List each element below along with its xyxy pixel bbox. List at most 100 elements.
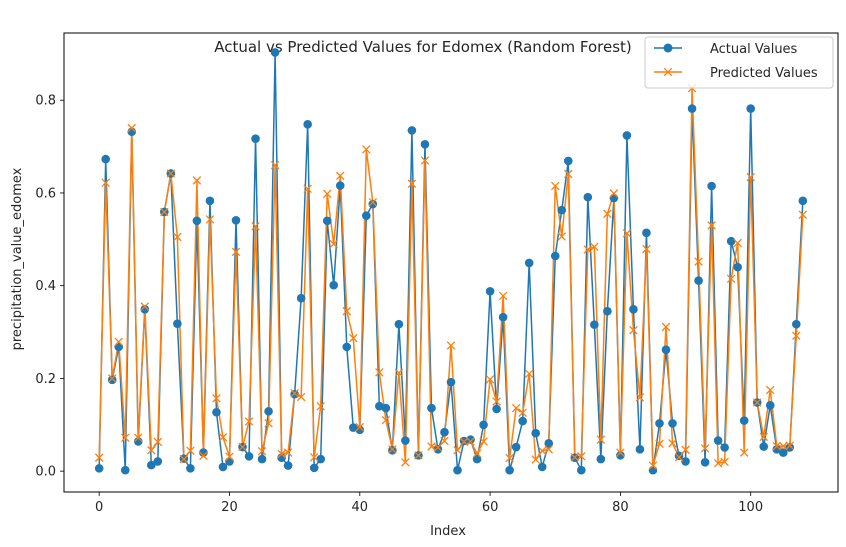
actual-value-point — [759, 442, 769, 451]
predicted-value-point — [713, 458, 723, 468]
predicted-value-point — [283, 448, 293, 457]
predicted-value-point-stroke — [199, 451, 208, 461]
actual-value-point — [186, 464, 195, 473]
actual-value-point — [635, 445, 645, 454]
x-axis-ticks: 0 20 40 60 80 100 — [95, 492, 763, 515]
predicted-value-point — [134, 433, 143, 443]
predicted-value-point — [674, 452, 684, 462]
predicted-value-point — [212, 394, 221, 403]
predicted-value-point — [192, 176, 202, 185]
predicted-value-point-stroke — [518, 408, 527, 417]
actual-value-point — [479, 420, 488, 430]
predicted-value-point — [322, 189, 332, 199]
predicted-value-point-stroke — [303, 184, 312, 194]
predicted-value-point — [609, 189, 619, 198]
predicted-value-point-stroke — [707, 221, 716, 230]
actual-value-point — [388, 445, 397, 455]
legend-label-predicted: Predicted Values — [710, 66, 818, 81]
predicted-value-point — [765, 385, 775, 395]
predicted-value-point — [140, 302, 150, 311]
x-tick-label: 100 — [738, 500, 763, 515]
predicted-value-point — [225, 452, 234, 462]
predicted-value-point — [557, 232, 567, 241]
predicted-value-point-stroke — [290, 388, 299, 398]
predicted-value-point — [498, 291, 508, 301]
predicted-value-point-stroke — [661, 322, 671, 332]
actual-value-point — [733, 262, 742, 272]
predicted-value-point-stroke — [166, 169, 176, 178]
predicted-value-point-stroke — [101, 178, 110, 188]
predicted-value-point — [114, 337, 123, 347]
y-tick-label: 0.0 — [35, 465, 56, 480]
actual-value-point — [472, 454, 482, 464]
predicted-value-point-stroke — [407, 179, 417, 188]
predicted-value-point-stroke — [94, 453, 104, 462]
predicted-value-point — [505, 453, 514, 463]
actual-value-point — [192, 216, 202, 226]
predicted-value-point — [629, 325, 638, 335]
predicted-value-point-stroke — [322, 189, 332, 199]
actual-value-point — [524, 258, 534, 268]
predicted-value-point-stroke — [583, 245, 593, 254]
predicted-value-point — [700, 444, 710, 453]
predicted-value-point-stroke — [251, 222, 260, 231]
predicted-value-point-stroke — [505, 453, 514, 463]
predicted-value-point-stroke — [335, 171, 345, 181]
actual-value-point — [205, 196, 215, 206]
actual-value-point — [355, 425, 365, 435]
predicted-value-point-stroke — [557, 232, 567, 241]
predicted-value-point — [166, 169, 176, 178]
actual-value-point — [446, 377, 456, 387]
predicted-value-point — [355, 422, 365, 432]
predicted-value-point — [101, 178, 110, 188]
predicted-value-point-stroke — [225, 452, 234, 462]
predicted-value-point-stroke — [173, 232, 182, 242]
actual-value-point — [590, 320, 599, 329]
actual-value-point — [792, 319, 801, 329]
predicted-value-point — [772, 441, 782, 451]
actual-value-point — [290, 389, 299, 399]
predicted-value-point-stroke — [277, 449, 286, 459]
predicted-value-point-stroke — [120, 433, 130, 443]
actual-value-point — [401, 436, 410, 445]
predicted-value-point — [733, 238, 742, 248]
predicted-value-point-stroke — [147, 446, 156, 455]
actual-value-point — [629, 305, 638, 314]
predicted-value-point-stroke — [231, 247, 241, 257]
actual-value-point — [505, 465, 514, 475]
predicted-value-point-stroke — [642, 244, 651, 254]
predicted-value-point — [349, 333, 358, 343]
predicted-value-point — [388, 445, 397, 454]
predicted-value-point — [524, 369, 534, 379]
predicted-value-point — [492, 397, 501, 406]
actual-value-point — [329, 280, 339, 290]
actual-value-point — [173, 319, 182, 329]
predicted-value-point — [375, 368, 384, 377]
y-tick-label: 0.6 — [35, 186, 56, 201]
predicted-value-point-stroke — [746, 172, 755, 182]
predicted-value-point — [759, 432, 768, 442]
predicted-value-point — [596, 435, 606, 444]
predicted-value-point-stroke — [440, 436, 449, 446]
actual-value-point — [427, 403, 436, 413]
predicted-value-point — [251, 222, 260, 231]
legend: Actual Values Predicted Values — [644, 36, 834, 89]
actual-value-point — [642, 228, 651, 238]
plot-frame — [63, 32, 839, 493]
x-tick-label: 40 — [352, 500, 369, 515]
predicted-value-point-stroke — [192, 176, 202, 185]
actual-value-point — [720, 443, 729, 452]
actual-value-point — [420, 139, 430, 149]
actual-value-point — [518, 416, 527, 426]
predicted-value-point-stroke — [394, 368, 404, 378]
predicted-value-point — [401, 458, 410, 467]
predicted-value-point — [342, 306, 352, 316]
actual-value-point — [231, 216, 241, 225]
actual-value-point — [616, 451, 625, 460]
actual-value-point — [511, 442, 521, 452]
actual-value-point — [798, 196, 808, 206]
predicted-value-point-stroke — [492, 397, 501, 406]
predicted-value-point — [394, 368, 404, 378]
predicted-value-point — [290, 388, 299, 398]
predicted-value-point — [453, 446, 462, 455]
